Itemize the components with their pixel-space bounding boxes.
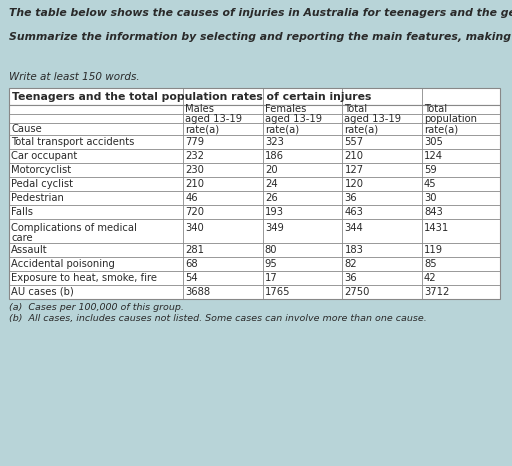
Text: 193: 193 (265, 207, 284, 217)
Text: The table below shows the causes of injuries in Australia for teenagers and the : The table below shows the causes of inju… (9, 8, 512, 18)
Text: Total: Total (345, 104, 368, 115)
Text: aged 13-19: aged 13-19 (265, 114, 322, 123)
Text: 323: 323 (265, 137, 284, 147)
Text: 1431: 1431 (424, 223, 449, 233)
Text: 46: 46 (185, 193, 198, 203)
Text: 124: 124 (424, 151, 443, 161)
Text: 210: 210 (345, 151, 364, 161)
Text: Assault: Assault (11, 245, 48, 255)
Text: Complications of medical: Complications of medical (11, 223, 137, 233)
Text: Motorcyclist: Motorcyclist (11, 165, 71, 175)
Text: Pedal cyclist: Pedal cyclist (11, 179, 73, 189)
Text: 779: 779 (185, 137, 204, 147)
Text: 127: 127 (345, 165, 364, 175)
Text: 120: 120 (345, 179, 364, 189)
Text: 1765: 1765 (265, 287, 290, 297)
Text: rate(a): rate(a) (265, 124, 299, 134)
Text: population: population (424, 114, 477, 123)
Text: 36: 36 (345, 193, 357, 203)
Text: 26: 26 (265, 193, 278, 203)
Text: 20: 20 (265, 165, 278, 175)
Text: 720: 720 (185, 207, 204, 217)
Text: 85: 85 (424, 259, 437, 269)
Text: 305: 305 (424, 137, 443, 147)
Text: 2750: 2750 (345, 287, 370, 297)
Bar (9, 105, 500, 299)
Text: 59: 59 (424, 165, 437, 175)
Text: rate(a): rate(a) (185, 124, 220, 134)
Text: 210: 210 (185, 179, 204, 189)
Text: Females: Females (265, 104, 306, 115)
Text: Cause: Cause (11, 124, 42, 134)
Text: AU cases (b): AU cases (b) (11, 287, 74, 297)
Text: Falls: Falls (11, 207, 33, 217)
Text: 42: 42 (424, 273, 437, 283)
Text: 843: 843 (424, 207, 443, 217)
Text: 17: 17 (265, 273, 278, 283)
Text: care: care (11, 233, 33, 243)
Text: (b)  All cases, includes causes not listed. Some cases can involve more than one: (b) All cases, includes causes not liste… (9, 314, 426, 323)
Text: 3688: 3688 (185, 287, 210, 297)
Text: Summarize the information by selecting and reporting the main features, making c: Summarize the information by selecting a… (9, 32, 512, 42)
Text: Car occupant: Car occupant (11, 151, 77, 161)
Text: 3712: 3712 (424, 287, 450, 297)
Text: 36: 36 (345, 273, 357, 283)
Text: 557: 557 (345, 137, 364, 147)
Text: 119: 119 (424, 245, 443, 255)
Text: Males: Males (185, 104, 215, 115)
Text: 340: 340 (185, 223, 204, 233)
Text: 68: 68 (185, 259, 198, 269)
Text: Accidental poisoning: Accidental poisoning (11, 259, 115, 269)
Text: 82: 82 (345, 259, 357, 269)
Text: Exposure to heat, smoke, fire: Exposure to heat, smoke, fire (11, 273, 157, 283)
Text: 463: 463 (345, 207, 364, 217)
Text: 80: 80 (265, 245, 278, 255)
Text: Total: Total (424, 104, 447, 115)
Text: Total transport accidents: Total transport accidents (11, 137, 134, 147)
Text: rate(a): rate(a) (345, 124, 378, 134)
Text: Teenagers and the total population rates of certain injures: Teenagers and the total population rates… (12, 91, 371, 102)
Text: 349: 349 (265, 223, 284, 233)
Text: aged 13-19: aged 13-19 (185, 114, 242, 123)
Text: Write at least 150 words.: Write at least 150 words. (9, 72, 140, 82)
Text: 30: 30 (424, 193, 436, 203)
Text: aged 13-19: aged 13-19 (345, 114, 401, 123)
Text: 344: 344 (345, 223, 363, 233)
Text: 95: 95 (265, 259, 278, 269)
Bar (9, 88, 500, 105)
Text: 230: 230 (185, 165, 204, 175)
Text: 45: 45 (424, 179, 437, 189)
Text: (a)  Cases per 100,000 of this group.: (a) Cases per 100,000 of this group. (9, 303, 184, 312)
Text: 281: 281 (185, 245, 204, 255)
Text: 183: 183 (345, 245, 364, 255)
Text: 24: 24 (265, 179, 278, 189)
Text: 54: 54 (185, 273, 198, 283)
Text: Pedestrian: Pedestrian (11, 193, 64, 203)
Text: 186: 186 (265, 151, 284, 161)
Text: 232: 232 (185, 151, 204, 161)
Text: rate(a): rate(a) (424, 124, 458, 134)
